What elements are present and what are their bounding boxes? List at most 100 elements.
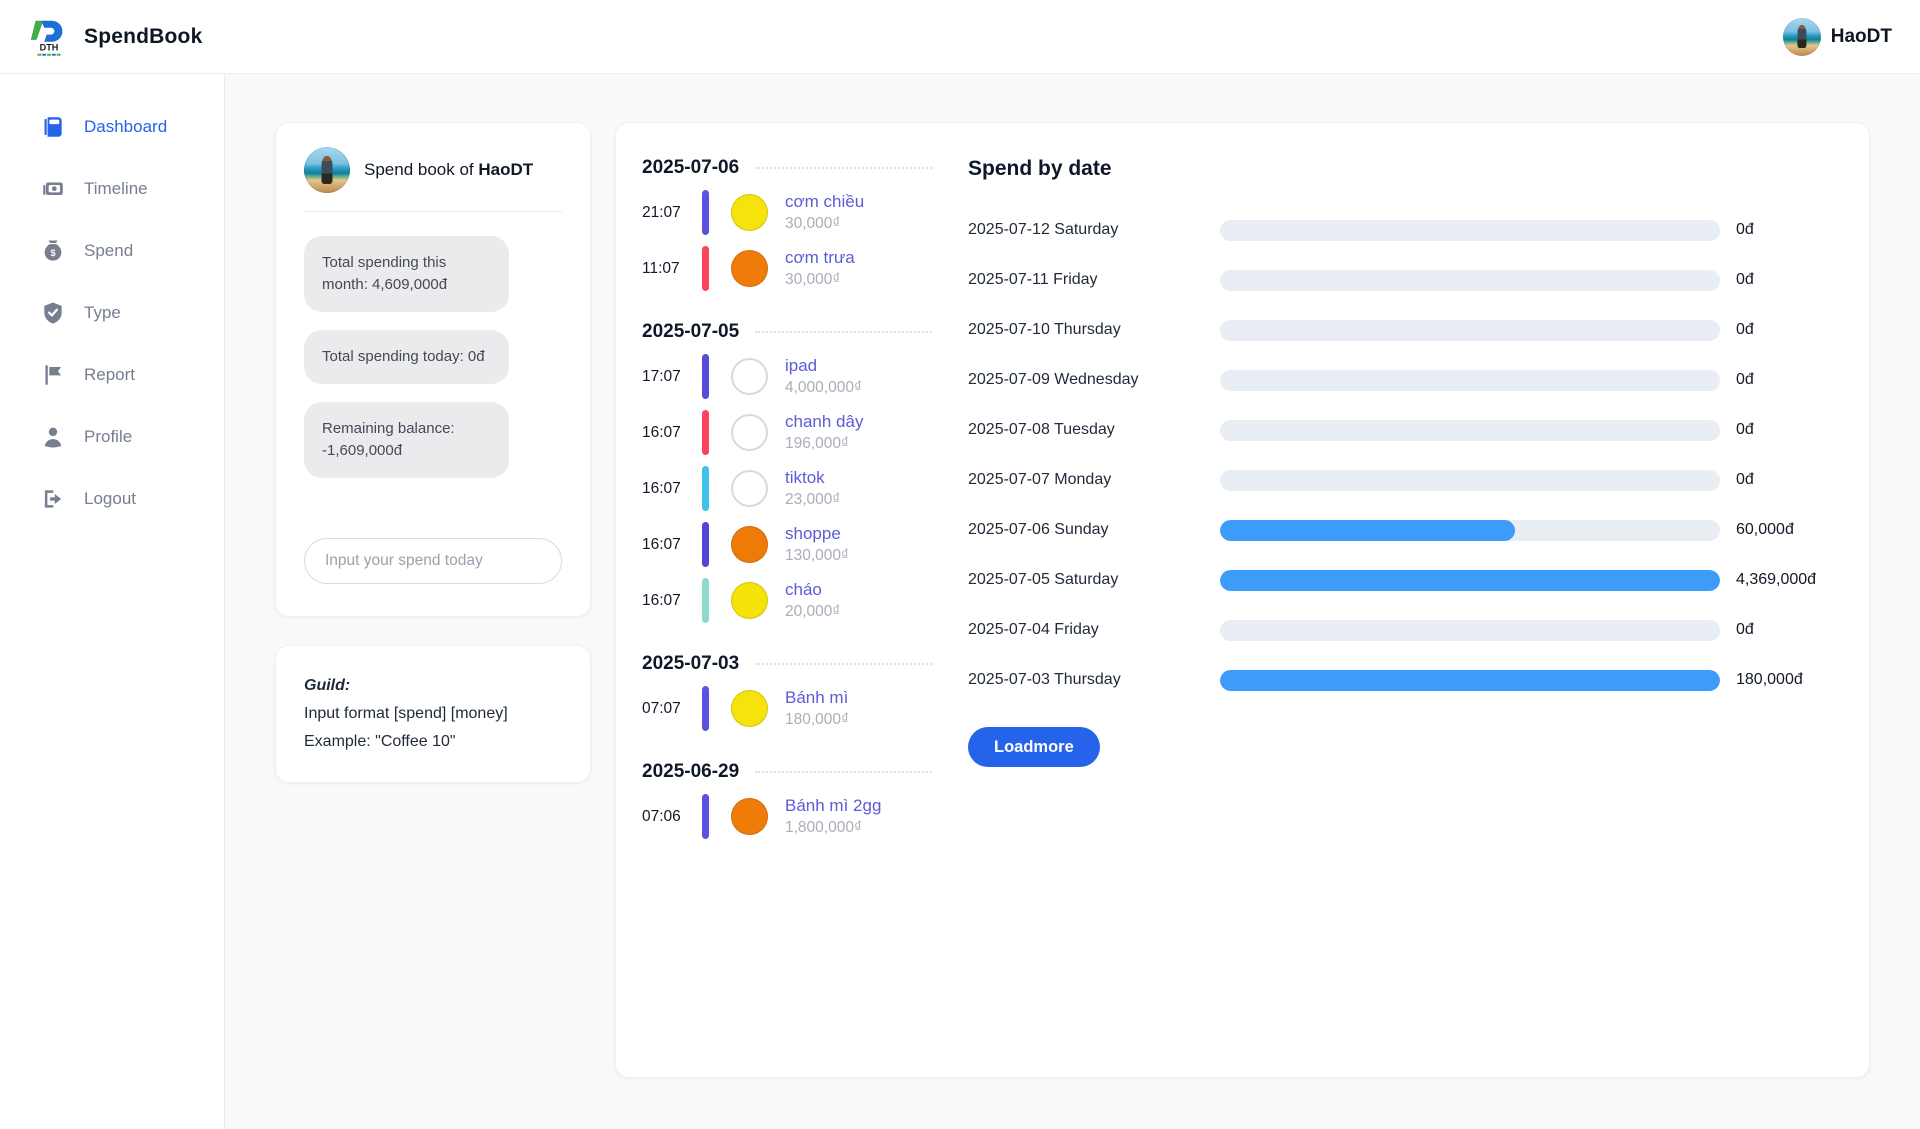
chart-title: Spend by date	[968, 157, 1112, 180]
item-time: 16:07	[642, 535, 681, 553]
item-time: 21:07	[642, 203, 681, 221]
chart-row-value: 60,000đ	[1736, 521, 1794, 538]
item-name[interactable]: Bánh mì	[785, 688, 849, 707]
item-category-dot	[731, 414, 768, 451]
stat-bubbles: Total spending this month: 4,609,000đ Tot…	[304, 236, 562, 478]
chart-row: 2025-07-07 Monday 0đ	[968, 455, 1839, 505]
chart-row-value: 0đ	[1736, 471, 1754, 488]
chart-row: 2025-07-08 Tuesday 0đ	[968, 405, 1839, 455]
sidebar-item-label: Logout	[84, 489, 136, 508]
chart-row-value: 0đ	[1736, 321, 1754, 338]
item-color-bar	[702, 354, 709, 399]
profile-avatar	[304, 147, 350, 193]
timeline-date-separator	[755, 663, 932, 665]
chart-bar-track	[1220, 419, 1720, 441]
spendbook-card: Spend book of HaoDT Total spending this …	[275, 122, 591, 617]
sidebar-item-report[interactable]: Report	[0, 344, 224, 406]
chart-row-label: 2025-07-09 Wednesday	[968, 371, 1139, 388]
guide-card: Guild: Input format [spend] [money] Exam…	[275, 645, 591, 783]
item-color-bar	[702, 466, 709, 511]
item-category-dot	[731, 250, 768, 287]
chart-bar-track	[1220, 519, 1720, 541]
sidebar: Dashboard Timeline $ Spend Type Report P…	[0, 74, 225, 1129]
chart-row-value: 0đ	[1736, 421, 1754, 438]
item-amount: 20,000₫	[785, 603, 841, 620]
item-time: 16:07	[642, 479, 681, 497]
item-time: 07:07	[642, 699, 681, 717]
main-content: Spend book of HaoDT Total spending this …	[225, 74, 1920, 1129]
left-column: Spend book of HaoDT Total spending this …	[275, 122, 591, 783]
dashboard-icon	[44, 117, 62, 137]
chart-bar-fill	[1220, 569, 1720, 591]
chart-row-value: 4,369,000đ	[1736, 571, 1817, 588]
sidebar-item-dashboard[interactable]: Dashboard	[0, 96, 224, 158]
chart-row-value: 0đ	[1736, 221, 1754, 238]
sidebar-item-logout[interactable]: Logout	[0, 468, 224, 530]
svg-text:DTH: DTH	[40, 42, 59, 52]
item-name[interactable]: cơm chiều	[785, 192, 865, 211]
chart-row-label: 2025-07-04 Friday	[968, 621, 1099, 638]
item-amount: 30,000₫	[785, 271, 841, 288]
timeline-item: 07:07 Bánh mì 180,000₫	[642, 686, 932, 731]
chart-row-value: 0đ	[1736, 621, 1754, 638]
timeline-item: 11:07 cơm trưa 30,000₫	[642, 246, 932, 291]
spend-by-date-chart: Spend by date 2025-07-12 Saturday 0đ 202…	[932, 157, 1839, 1047]
item-category-dot	[731, 582, 768, 619]
username: HaoDT	[1830, 25, 1892, 47]
chart-row-label: 2025-07-07 Monday	[968, 471, 1112, 488]
item-name[interactable]: cháo	[785, 580, 822, 599]
sidebar-item-profile[interactable]: Profile	[0, 406, 224, 468]
timeline-item: 07:06 Bánh mì 2gg 1,800,000₫	[642, 794, 932, 839]
activity-panel: 2025-07-06 21:07 cơm chiều 30,000₫ 11:07…	[615, 122, 1870, 1078]
chart-row-value: 0đ	[1736, 371, 1754, 388]
timeline-item: 21:07 cơm chiều 30,000₫	[642, 190, 932, 235]
item-color-bar	[702, 190, 709, 235]
chart-row: 2025-07-11 Friday 0đ	[968, 255, 1839, 305]
guide-line-format: Input format [spend] [money]	[304, 705, 508, 722]
sidebar-item-label: Report	[84, 365, 136, 384]
timeline-group: 2025-07-03 07:07 Bánh mì 180,000₫	[642, 653, 932, 731]
app-logo: DTH	[26, 14, 72, 60]
spendbook-title: Spend book of HaoDT	[364, 160, 533, 180]
chart-row: 2025-07-05 Saturday 4,369,000đ	[968, 555, 1839, 605]
item-category-dot	[731, 358, 768, 395]
item-name[interactable]: tiktok	[785, 468, 825, 487]
sidebar-item-timeline[interactable]: Timeline	[0, 158, 224, 220]
item-category-dot	[731, 194, 768, 231]
sidebar-item-label: Dashboard	[84, 117, 168, 136]
item-category-dot	[731, 798, 768, 835]
chart-bar-track	[1220, 319, 1720, 341]
sidebar-item-label: Type	[84, 303, 121, 322]
timeline-item: 16:07 cháo 20,000₫	[642, 578, 932, 623]
item-color-bar	[702, 246, 709, 291]
item-name[interactable]: cơm trưa	[785, 248, 855, 267]
item-color-bar	[702, 578, 709, 623]
sidebar-item-type[interactable]: Type	[0, 282, 224, 344]
timeline-date: 2025-07-03	[642, 653, 740, 674]
timeline-date-separator	[755, 167, 932, 169]
sidebar-item-label: Profile	[84, 427, 133, 446]
user-menu[interactable]: HaoDT	[1782, 17, 1892, 56]
item-time: 16:07	[642, 423, 681, 441]
item-name[interactable]: shoppe	[785, 524, 841, 543]
item-time: 07:06	[642, 807, 681, 825]
timeline-date: 2025-06-29	[642, 761, 740, 782]
item-name[interactable]: ipad	[785, 356, 818, 375]
chart-row: 2025-07-12 Saturday 0đ	[968, 205, 1839, 255]
item-amount: 23,000₫	[785, 491, 841, 508]
spend-input[interactable]	[304, 538, 562, 584]
timeline-date-separator	[755, 331, 932, 333]
chart-rows: 2025-07-12 Saturday 0đ 2025-07-11 Friday…	[968, 205, 1839, 705]
chart-row-label: 2025-07-12 Saturday	[968, 221, 1119, 238]
item-amount: 30,000₫	[785, 215, 841, 232]
chart-bar-fill	[1220, 669, 1720, 691]
user-avatar[interactable]	[1782, 17, 1821, 56]
timeline-item: 16:07 tiktok 23,000₫	[642, 466, 932, 511]
item-name[interactable]: Bánh mì 2gg	[785, 796, 882, 815]
item-name[interactable]: chanh dây	[785, 412, 864, 431]
chart-row: 2025-07-03 Thursday 180,000đ	[968, 655, 1839, 705]
sidebar-item-spend[interactable]: $ Spend	[0, 220, 224, 282]
stat-bubble: Remaining balance: -1,609,000đ	[304, 402, 509, 478]
timeline-item: 17:07 ipad 4,000,000₫	[642, 354, 932, 399]
loadmore-button[interactable]: Loadmore	[968, 727, 1100, 767]
